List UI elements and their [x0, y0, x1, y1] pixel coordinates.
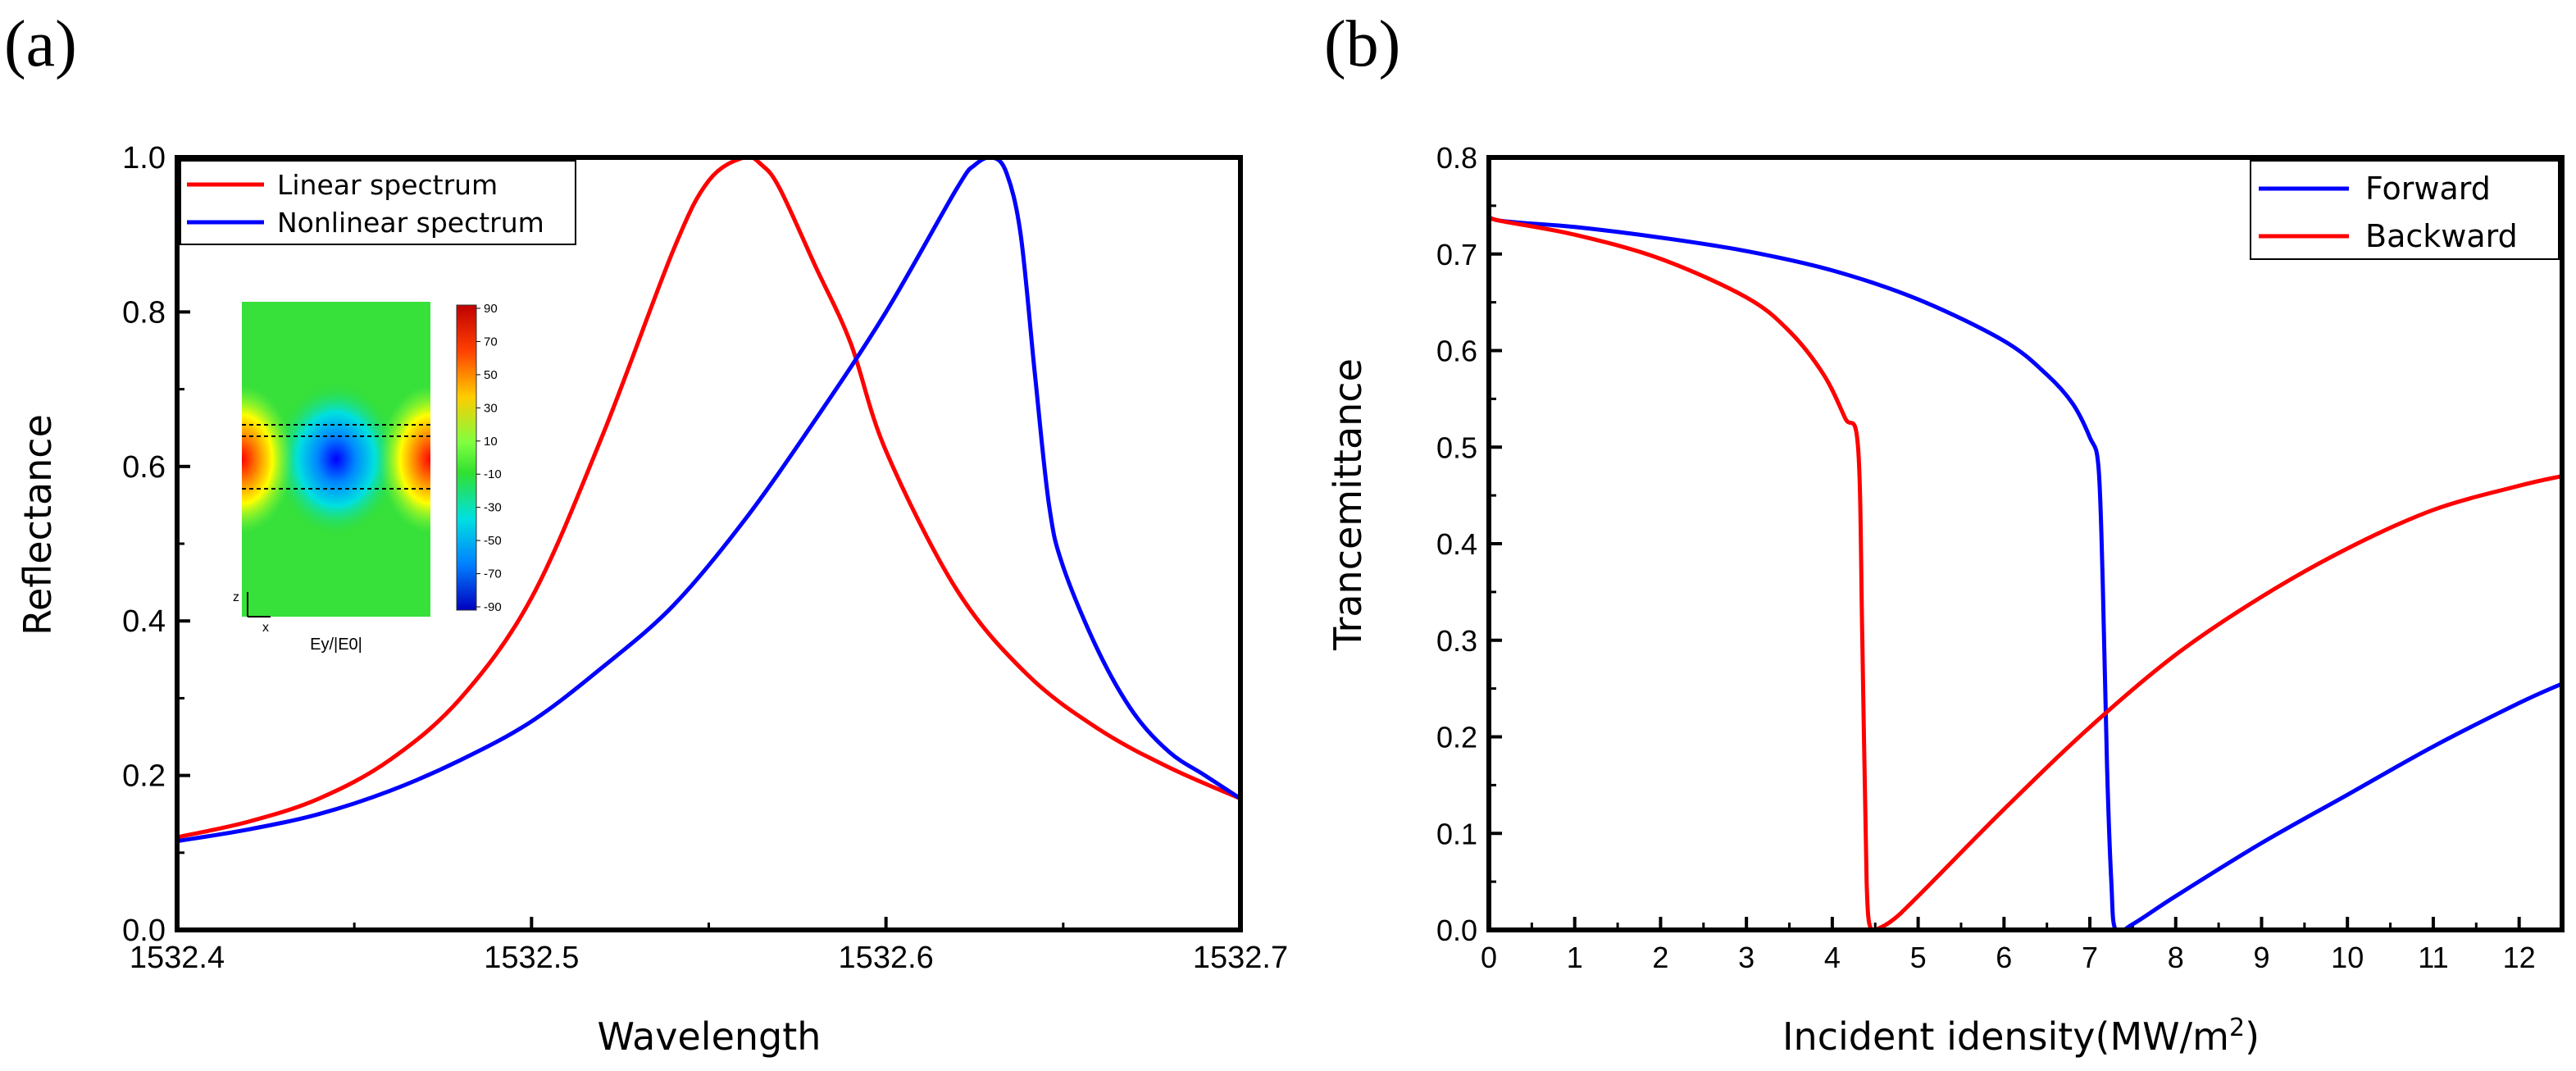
x-tick-label: 11 [2418, 941, 2448, 974]
chart-a-x-axis-title: Wavelength [598, 1014, 821, 1059]
inset-axis-x-label: x [262, 621, 269, 635]
chart-b: 0 1 2 3 4 5 6 7 8 9 10 11 120.00.10.20.30.40.50.60.7… [1326, 141, 2565, 1060]
series-line-forward [1489, 209, 2562, 930]
chart-b-x-axis-title-sup: 2 [2229, 1014, 2245, 1042]
chart-b-lines [1489, 209, 2562, 930]
x-tick-label: 7 [2082, 941, 2098, 974]
chart-b-x-axis-title: Incident idensity(MW/m2) [1782, 1014, 2260, 1060]
panel-label-a: (a) [4, 8, 77, 80]
y-tick-label: 0.3 [1436, 624, 1477, 658]
x-tick-label: 1532.7 [1193, 941, 1288, 975]
y-tick-label: 0.4 [1436, 527, 1477, 561]
x-tick-label: 5 [1910, 941, 1927, 974]
x-tick-label: 9 [2253, 941, 2269, 974]
colorbar-tick-label: -30 [484, 501, 502, 515]
chart-a-lines [177, 157, 1240, 844]
x-tick-label: 4 [1824, 941, 1841, 974]
y-tick-label: 0.1 [1436, 817, 1477, 850]
y-tick-label: 0.8 [1436, 141, 1477, 175]
chart-b-legend: Forward Backward [2250, 160, 2560, 260]
inset-field-red-right [380, 385, 430, 533]
chart-b-legend-box [2250, 160, 2560, 260]
chart-a-frame [175, 155, 1243, 932]
x-tick-label: 1532.6 [839, 941, 934, 975]
colorbar-tick-label: 10 [484, 435, 498, 449]
x-tick-label: 1 [1567, 941, 1583, 974]
y-tick-label: 0.0 [122, 914, 166, 948]
legend-label-forward: Forward [2365, 171, 2491, 207]
y-tick-label: 0.2 [1436, 721, 1477, 754]
series-line-backward [1489, 213, 2562, 930]
inset-field-blue-lobe [272, 381, 400, 537]
chart-b-tick-labels: 0 1 2 3 4 5 6 7 8 9 10 11 120.00.10.20.30.40.50.60.7… [1436, 141, 2536, 974]
chart-b-x-axis-title-main: Incident idensity(MW/m [1782, 1014, 2229, 1059]
x-tick-label: 0 [1481, 941, 1497, 974]
inset-field-map: z x Ey/|E0| 90 70 50 30 10 -10 -30 -50 -70 -90 [233, 302, 502, 654]
x-tick-label: 1532.5 [484, 941, 579, 975]
x-tick-label: 12 [2503, 941, 2536, 974]
chart-b-y-axis-title: Trancemittance [1326, 358, 1370, 651]
chart-a: 1532.4 1532.5 1532.6 1532.7 0.0 0.2 0.4 0.6 0.8 1… [16, 141, 1288, 1059]
panel-label-b: (b) [1324, 8, 1400, 80]
legend-label-linear: Linear spectrum [277, 169, 498, 201]
colorbar-tick-label: -10 [484, 467, 502, 481]
y-tick-label: 1.0 [122, 141, 166, 175]
colorbar-tick-label: 90 [484, 302, 498, 316]
y-tick-label: 0.6 [1436, 335, 1477, 368]
colorbar-tick-label: 70 [484, 335, 498, 349]
chart-a-tick-labels: 1532.4 1532.5 1532.6 1532.7 0.0 0.2 0.4 0.6 0.8 1… [122, 141, 1288, 975]
y-tick-label: 0.0 [1436, 914, 1477, 947]
x-tick-label: 8 [2168, 941, 2184, 974]
colorbar-tick-label: -70 [484, 567, 502, 581]
x-tick-label: 6 [1996, 941, 2012, 974]
y-tick-label: 0.2 [122, 759, 166, 794]
chart-b-x-axis-title-end: ) [2245, 1014, 2260, 1059]
y-tick-label: 0.8 [122, 295, 166, 330]
colorbar-tick-label: 50 [484, 368, 498, 382]
y-tick-label: 0.5 [1436, 431, 1477, 464]
colorbar-tick-label: -50 [484, 534, 502, 548]
x-tick-label: 2 [1652, 941, 1668, 974]
chart-a-legend: Linear spectrum Nonlinear spectrum [180, 160, 576, 245]
chart-b-frame [1486, 155, 2565, 932]
chart-b-ticks [1487, 156, 2521, 932]
x-tick-label: 10 [2331, 941, 2364, 974]
inset-colorbar [456, 304, 477, 611]
chart-a-legend-box [180, 160, 576, 245]
x-tick-label: 3 [1738, 941, 1755, 974]
inset-axis-z-label: z [233, 590, 239, 604]
legend-label-nonlinear: Nonlinear spectrum [277, 207, 544, 239]
y-tick-label: 0.4 [122, 604, 166, 639]
inset-colorbar-ticks: 90 70 50 30 10 -10 -30 -50 -70 -90 [476, 302, 502, 614]
legend-label-backward: Backward [2365, 218, 2518, 254]
inset-xlabel: Ey/|E0| [310, 636, 362, 654]
x-tick-label: 1532.4 [130, 941, 225, 975]
series-line-linear-spectrum [177, 157, 1240, 840]
inset-field-red-left [242, 385, 293, 533]
colorbar-tick-label: 30 [484, 401, 498, 415]
y-tick-label: 0.6 [122, 450, 166, 485]
chart-a-y-axis-title: Reflectance [16, 414, 60, 636]
colorbar-tick-label: -90 [484, 600, 502, 614]
y-tick-label: 0.7 [1436, 238, 1477, 271]
series-line-nonlinear-spectrum [177, 157, 1240, 844]
